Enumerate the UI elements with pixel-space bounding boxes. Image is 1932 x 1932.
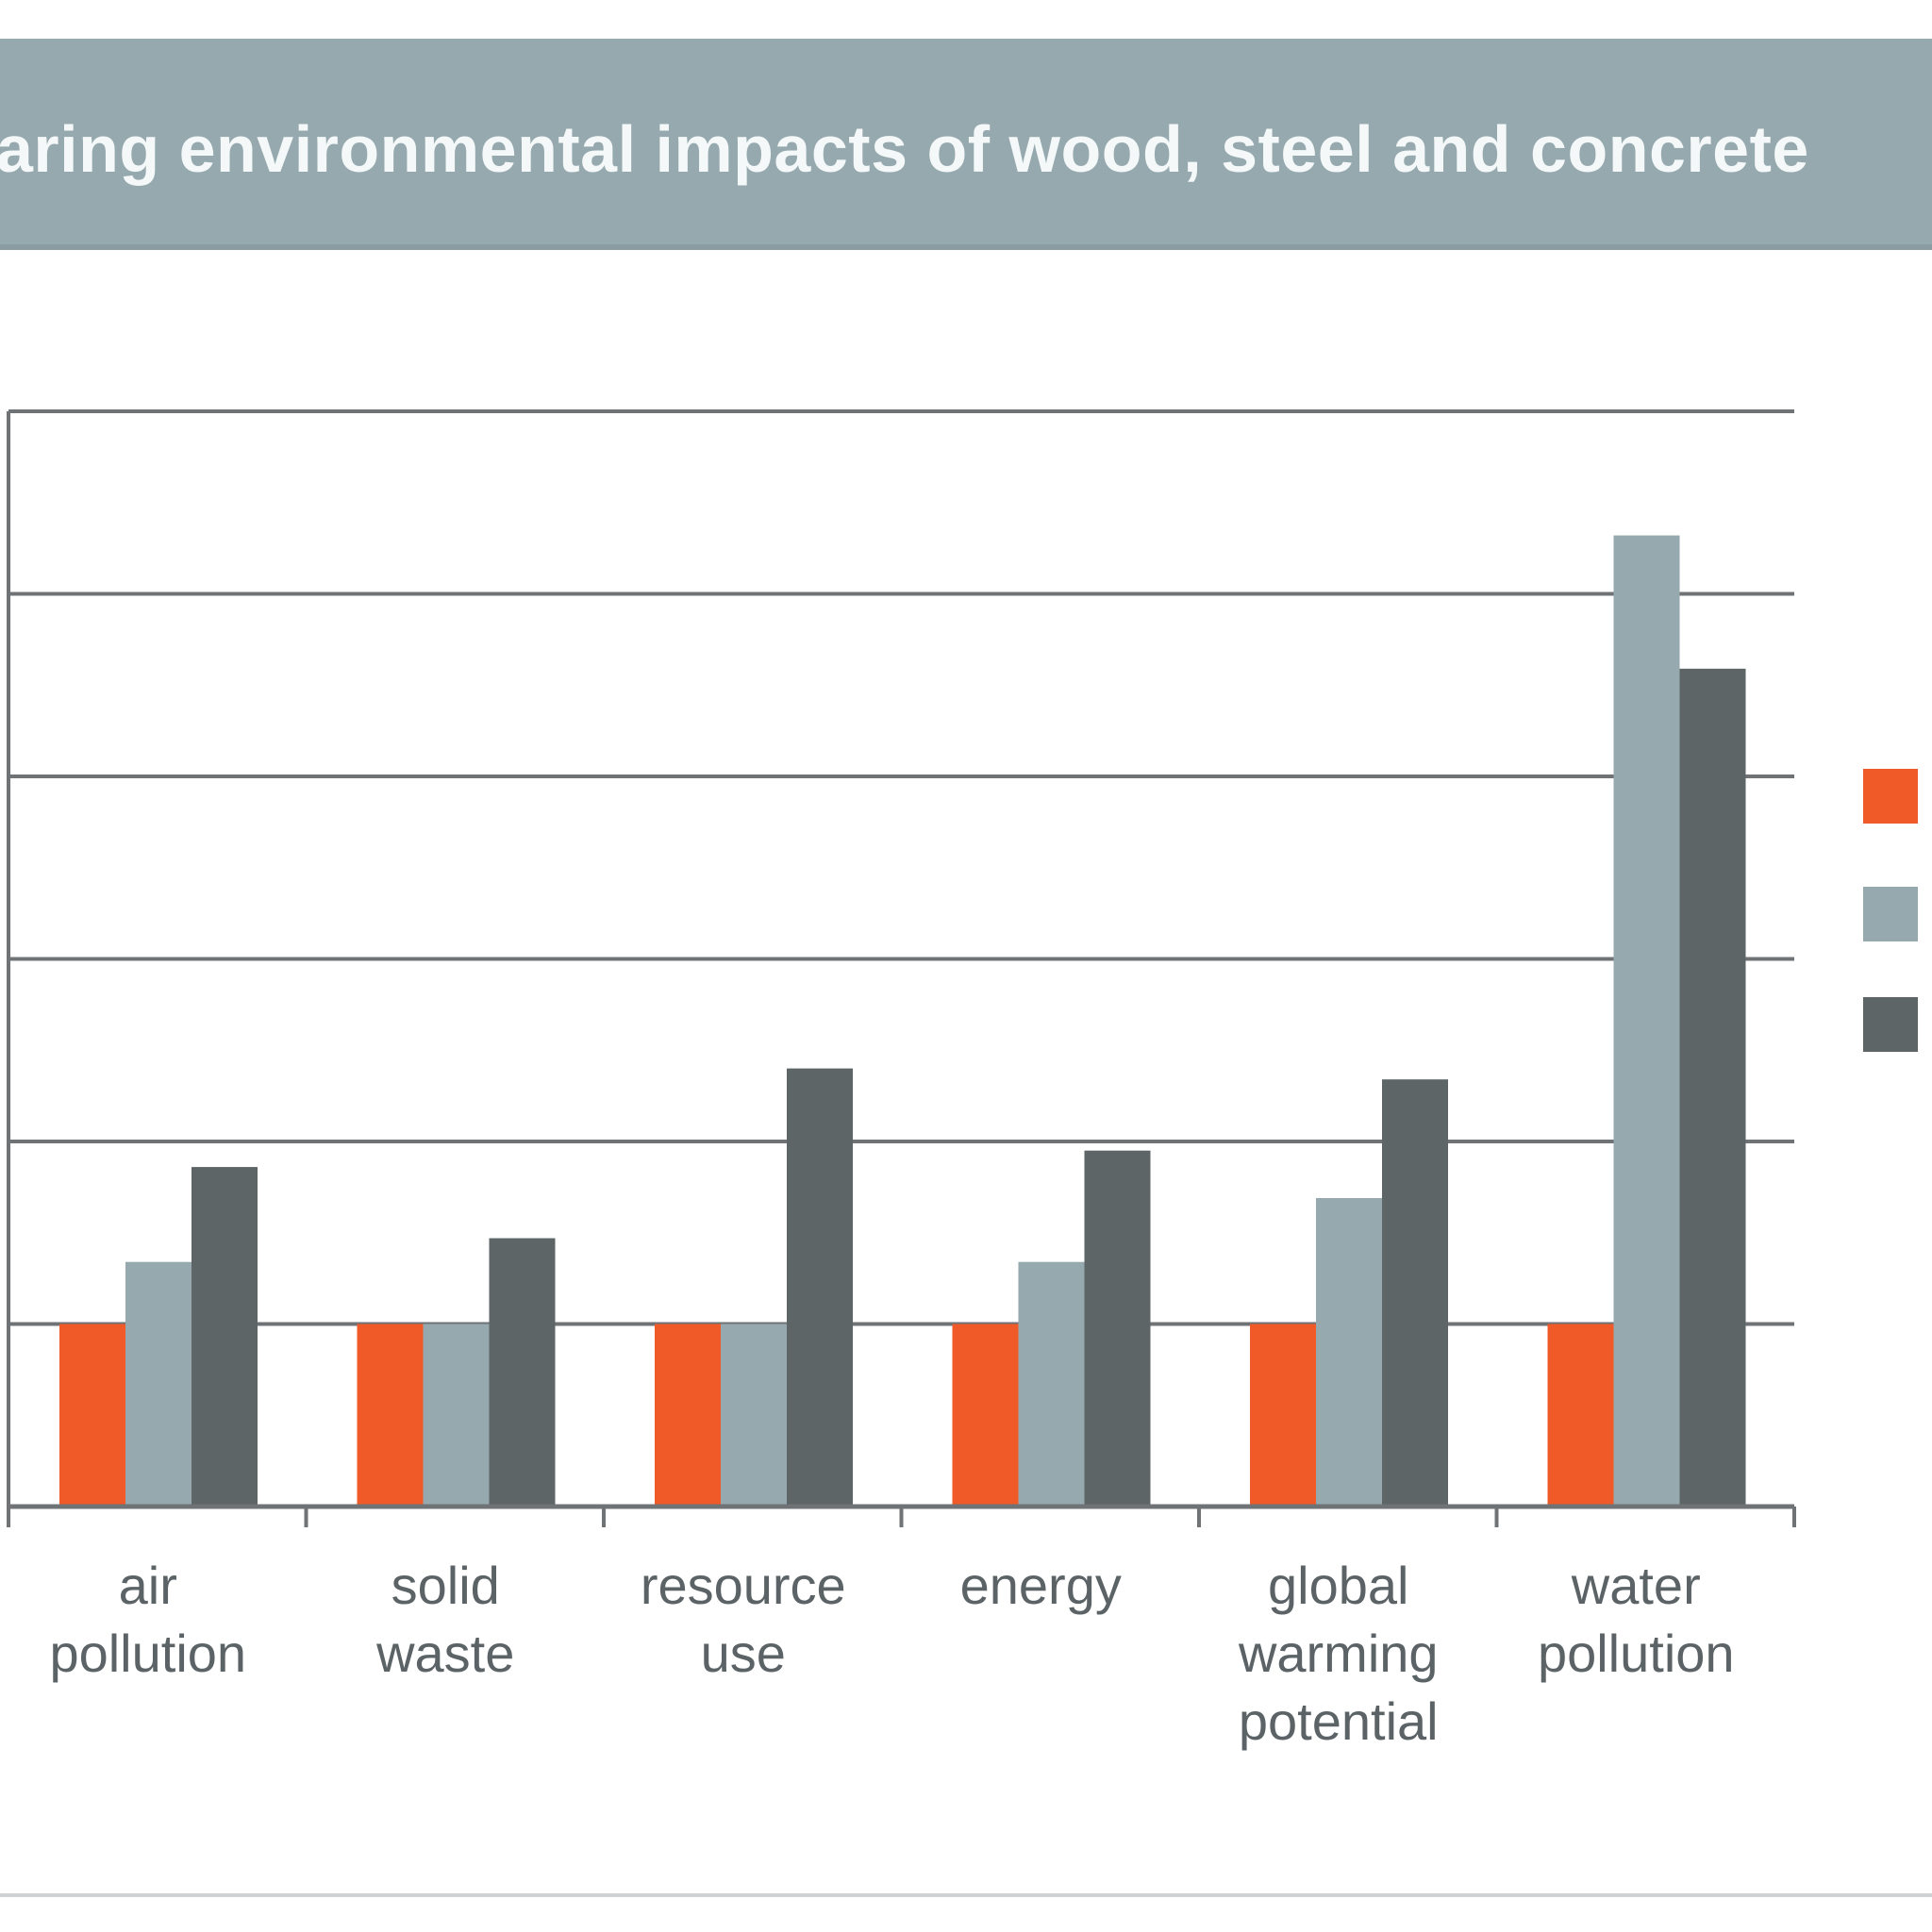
category-label: water xyxy=(1571,1556,1701,1615)
bar-series0-0 xyxy=(59,1324,125,1507)
bar-series2-2 xyxy=(787,1068,853,1507)
bar-series2-5 xyxy=(1679,668,1746,1507)
bar-series1-2 xyxy=(721,1324,787,1507)
legend-swatch-2 xyxy=(1863,997,1918,1052)
bar-series0-4 xyxy=(1250,1324,1316,1507)
bar-series2-0 xyxy=(192,1167,258,1507)
category-label: potential xyxy=(1239,1691,1439,1751)
bar-series0-5 xyxy=(1547,1324,1614,1507)
category-label: global xyxy=(1268,1556,1408,1615)
category-label: energy xyxy=(960,1556,1122,1615)
category-label: waste xyxy=(375,1624,514,1683)
bar-series1-5 xyxy=(1613,535,1680,1507)
category-label: use xyxy=(701,1624,786,1683)
category-label: solid xyxy=(391,1556,500,1615)
legend-swatch-0 xyxy=(1863,769,1918,824)
bar-series1-1 xyxy=(423,1324,490,1507)
legend-swatch-1 xyxy=(1863,887,1918,941)
bar-series1-0 xyxy=(125,1261,192,1507)
bar-series0-2 xyxy=(655,1324,721,1507)
category-label: resource xyxy=(641,1556,846,1615)
category-label: pollution xyxy=(49,1624,246,1683)
category-label: warming xyxy=(1238,1624,1439,1683)
bar-series2-3 xyxy=(1084,1150,1151,1507)
bar-series2-4 xyxy=(1382,1079,1448,1507)
category-label: air xyxy=(119,1556,177,1615)
bar-series1-4 xyxy=(1316,1197,1382,1507)
bar-series2-1 xyxy=(489,1238,556,1507)
chart-title: aring environmental impacts of wood, ste… xyxy=(0,112,1809,186)
category-label: pollution xyxy=(1538,1624,1735,1683)
bar-series0-1 xyxy=(357,1324,424,1507)
bar-series0-3 xyxy=(952,1324,1019,1507)
title-banner xyxy=(0,39,1932,250)
bar-series1-3 xyxy=(1018,1261,1085,1507)
